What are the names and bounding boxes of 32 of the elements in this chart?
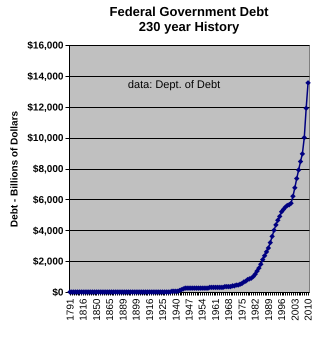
- x-tick-label: 1954: [198, 298, 209, 321]
- y-tick-label: $16,000: [27, 40, 64, 52]
- y-tick-label: $0: [52, 288, 64, 298]
- y-tick-label: $6,000: [32, 194, 64, 206]
- x-tick-label: 1816: [78, 298, 90, 321]
- y-axis-title: Debt - Billions of Dollars: [9, 110, 20, 228]
- y-tick-label: $10,000: [27, 133, 64, 144]
- x-tick-label: 1975: [237, 298, 248, 321]
- x-tick-label: 1996: [277, 298, 288, 321]
- chart-subtitle: 230 year History: [138, 19, 240, 34]
- x-tick-label: 1791: [65, 298, 76, 321]
- x-tick-label: 1961: [210, 298, 222, 321]
- y-tick-label: $8,000: [32, 164, 64, 175]
- x-tick-label: 1889: [118, 298, 130, 321]
- x-tick-label: 2003: [290, 298, 302, 321]
- y-tick-label: $2,000: [32, 256, 64, 268]
- x-tick-label: 1968: [224, 298, 236, 321]
- x-tick-label: 1925: [158, 298, 170, 321]
- x-tick-label: 1947: [184, 298, 196, 321]
- x-tick-label: 1940: [171, 298, 182, 321]
- chart-title: Federal Government Debt: [110, 4, 270, 19]
- x-tick-label: 1916: [144, 298, 156, 321]
- y-tick-label: $14,000: [27, 71, 64, 82]
- x-tick-label: 1865: [105, 298, 116, 321]
- x-tick-label: 1899: [132, 298, 143, 321]
- y-tick-label: $4,000: [32, 226, 64, 237]
- y-tick-label: $12,000: [27, 102, 64, 114]
- x-tick-label: 1850: [92, 298, 103, 321]
- x-tick-label: 1982: [250, 298, 262, 321]
- annotation: data: Dept. of Debt: [128, 79, 220, 91]
- x-tick-label: 1989: [264, 298, 275, 321]
- x-tick-label: 2010: [304, 298, 315, 321]
